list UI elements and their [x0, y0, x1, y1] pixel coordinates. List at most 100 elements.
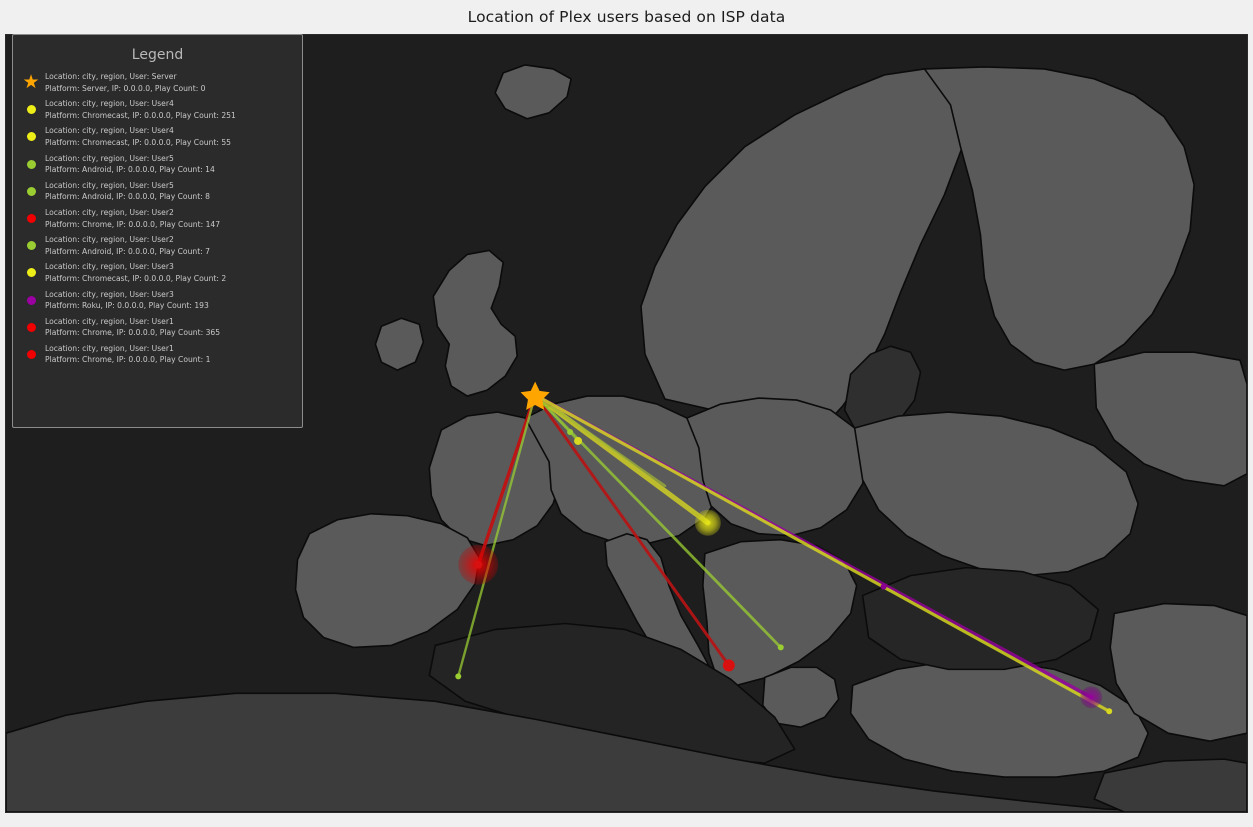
line-to-albania [533, 393, 731, 667]
legend-line-platform: Platform: Chromecast, IP: 0.0.0.0, Play … [45, 110, 236, 120]
legend-item-text: Location: city, region, User: User1 Plat… [45, 343, 210, 366]
legend-line-location: Location: city, region, User: User2 [45, 207, 174, 217]
legend-marker-cell [17, 132, 45, 142]
legend-item[interactable]: Location: city, region, User: User1 Plat… [17, 341, 296, 368]
connection-lines [457, 392, 1111, 713]
legend-marker-cell [17, 322, 45, 332]
legend-item[interactable]: Location: city, region, User: User3 Plat… [17, 259, 296, 286]
legend-item[interactable]: Location: city, region, User: User2 Plat… [17, 205, 296, 232]
dot-icon [26, 159, 36, 169]
line-to-slovakia-small [533, 393, 667, 488]
line-to-algeria [457, 393, 537, 678]
legend-item[interactable]: Location: city, region, User: User1 Plat… [17, 314, 296, 341]
marker-user2-android-7[interactable] [455, 673, 462, 680]
legend-item-text: Location: city, region, User: User2 Plat… [45, 207, 220, 230]
dot-icon [26, 186, 36, 196]
land-ukraine [853, 411, 1139, 577]
legend-marker-cell [17, 349, 45, 359]
legend-item[interactable]: Location: city, region, User: User4 Plat… [17, 123, 296, 150]
legend-title: Legend [131, 47, 184, 63]
legend-line-location: Location: city, region, User: User4 [45, 99, 174, 109]
legend-item-text: Location: city, region, User: User5 Plat… [45, 180, 210, 203]
legend-rows: ★ Location: city, region, User: Server P… [13, 69, 302, 368]
legend-marker-cell [17, 105, 45, 115]
legend-line-location: Location: city, region, User: User3 [45, 289, 174, 299]
legend-item-text: Location: city, region, User: User4 Plat… [45, 98, 236, 121]
legend-item[interactable]: Location: city, region, User: User5 Plat… [17, 178, 296, 205]
land-iberia [294, 512, 481, 649]
dot-icon [26, 349, 36, 359]
legend-line-platform: Platform: Chrome, IP: 0.0.0.0, Play Coun… [45, 219, 221, 229]
legend-marker-cell [17, 186, 45, 196]
land-caucasus [1109, 602, 1247, 742]
legend-panel[interactable]: Legend ★ Location: city, region, User: S… [12, 34, 303, 428]
land-great-britain [432, 249, 518, 397]
legend-line-location: Location: city, region, User: User2 [45, 235, 174, 245]
marker-group[interactable] [455, 381, 1113, 715]
legend-item[interactable]: Location: city, region, User: User5 Plat… [17, 151, 296, 178]
marker-user4-chromecast-251[interactable] [694, 509, 721, 536]
dot-icon [26, 268, 36, 278]
legend-line-platform: Platform: Chrome, IP: 0.0.0.0, Play Coun… [45, 328, 221, 338]
legend-line-platform: Platform: Chrome, IP: 0.0.0.0, Play Coun… [45, 355, 211, 365]
star-icon: ★ [22, 71, 40, 94]
legend-item-text: Location: city, region, User: User4 Plat… [45, 125, 231, 148]
land-france [428, 411, 562, 547]
marker-user3-chromecast-2[interactable] [1106, 708, 1113, 715]
legend-item-text: Location: city, region, User: User1 Plat… [45, 316, 220, 339]
line-to-barcelona [476, 393, 537, 567]
legend-line-platform: Platform: Android, IP: 0.0.0.0, Play Cou… [45, 246, 210, 256]
legend-line-location: Location: city, region, User: User3 [45, 262, 174, 272]
line-to-greece-green [533, 393, 783, 649]
marker-user5-android-14[interactable] [567, 428, 574, 435]
legend-item-text: Location: city, region, User: User5 Plat… [45, 153, 215, 176]
dot-icon [26, 214, 36, 224]
legend-marker-cell: ★ [17, 73, 45, 92]
legend-line-platform: Platform: Roku, IP: 0.0.0.0, Play Count:… [45, 301, 209, 311]
legend-marker-cell [17, 159, 45, 169]
legend-marker-cell [17, 268, 45, 278]
marker-user3-roku-193[interactable] [1080, 686, 1103, 709]
legend-line-platform: Platform: Android, IP: 0.0.0.0, Play Cou… [45, 165, 215, 175]
legend-line-location: Location: city, region, User: User1 [45, 343, 174, 353]
marker-user4-chromecast-55[interactable] [574, 436, 583, 445]
land-finland [923, 66, 1195, 371]
legend-item[interactable]: Location: city, region, User: User4 Plat… [17, 96, 296, 123]
legend-item-text: Location: city, region, User: Server Pla… [45, 71, 206, 94]
legend-line-platform: Platform: Chromecast, IP: 0.0.0.0, Play … [45, 137, 231, 147]
legend-line-location: Location: city, region, User: User5 [45, 153, 174, 163]
sea-mediterranean [428, 622, 796, 764]
marker-user5-android-8[interactable] [777, 644, 784, 651]
land-russia-east [1093, 351, 1247, 487]
legend-item[interactable]: Location: city, region, User: User2 Plat… [17, 232, 296, 259]
legend-line-location: Location: city, region, User: User4 [45, 126, 174, 136]
dot-icon [26, 132, 36, 142]
sea-black [861, 566, 1100, 671]
dot-icon [26, 295, 36, 305]
legend-line-platform: Platform: Server, IP: 0.0.0.0, Play Coun… [45, 83, 206, 93]
legend-marker-cell [17, 214, 45, 224]
server-star-icon[interactable] [520, 381, 550, 410]
legend-item[interactable]: ★ Location: city, region, User: Server P… [17, 69, 296, 96]
landmass-group [6, 64, 1247, 812]
legend-item-text: Location: city, region, User: User2 Plat… [45, 234, 210, 257]
land-ireland [374, 317, 425, 371]
land-iceland [494, 64, 572, 120]
dot-icon [26, 105, 36, 115]
legend-item-text: Location: city, region, User: User3 Plat… [45, 289, 209, 312]
page-title: Location of Plex users based on ISP data [467, 8, 786, 26]
legend-item-text: Location: city, region, User: User3 Plat… [45, 261, 226, 284]
legend-line-location: Location: city, region, User: User5 [45, 180, 174, 190]
legend-marker-cell [17, 295, 45, 305]
legend-item[interactable]: Location: city, region, User: User3 Plat… [17, 287, 296, 314]
legend-marker-cell [17, 241, 45, 251]
line-to-caucasus-yellow [533, 393, 1111, 713]
legend-line-location: Location: city, region, User: User1 [45, 316, 174, 326]
legend-line-platform: Platform: Chromecast, IP: 0.0.0.0, Play … [45, 273, 227, 283]
marker-user1-chrome-365-core[interactable] [474, 560, 483, 569]
marker-user2-chrome-147[interactable] [722, 659, 735, 672]
marker-user1-chrome-1[interactable] [880, 583, 887, 590]
legend-line-location: Location: city, region, User: Server [45, 72, 177, 81]
dot-icon [26, 322, 36, 332]
